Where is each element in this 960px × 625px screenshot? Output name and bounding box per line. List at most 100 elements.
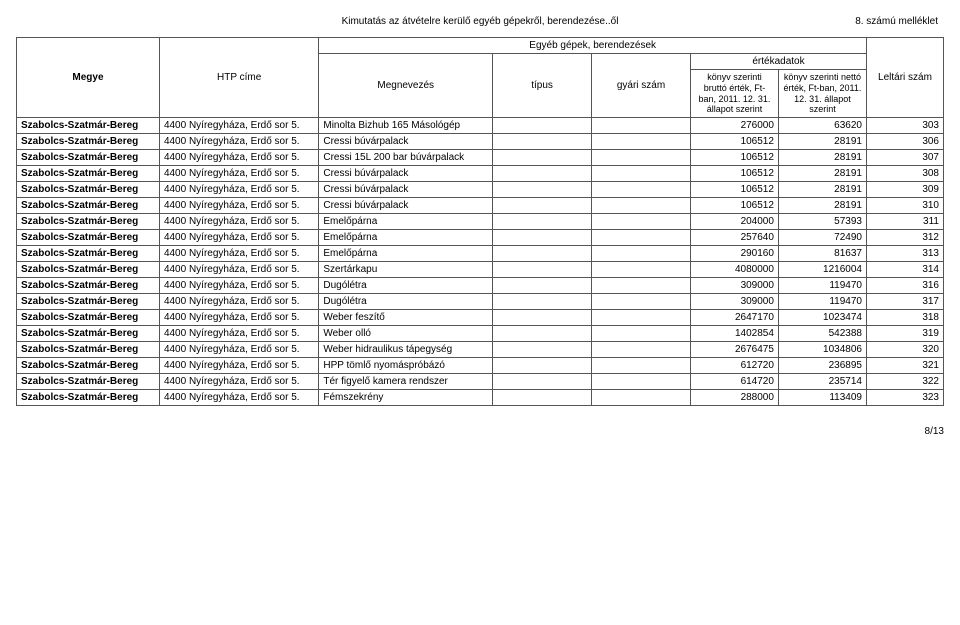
- cell-megye: Szabolcs-Szatmár-Bereg: [17, 294, 160, 310]
- table-row: Szabolcs-Szatmár-Bereg4400 Nyíregyháza, …: [17, 358, 944, 374]
- cell-lelt: 318: [866, 310, 943, 326]
- cell-htp: 4400 Nyíregyháza, Erdő sor 5.: [159, 390, 318, 406]
- cell-netto: 57393: [778, 214, 866, 230]
- cell-megn: Weber feszítő: [319, 310, 493, 326]
- cell-megye: Szabolcs-Szatmár-Bereg: [17, 374, 160, 390]
- cell-netto: 1216004: [778, 262, 866, 278]
- cell-tipus: [493, 230, 592, 246]
- table-row: Szabolcs-Szatmár-Bereg4400 Nyíregyháza, …: [17, 166, 944, 182]
- cell-brutto: 614720: [690, 374, 778, 390]
- cell-tipus: [493, 390, 592, 406]
- cell-htp: 4400 Nyíregyháza, Erdő sor 5.: [159, 230, 318, 246]
- cell-tipus: [493, 374, 592, 390]
- cell-tipus: [493, 118, 592, 134]
- cell-gyari: [592, 182, 691, 198]
- page-header: Kimutatás az átvételre kerülő egyéb gépe…: [16, 16, 944, 27]
- cell-tipus: [493, 182, 592, 198]
- cell-megye: Szabolcs-Szatmár-Bereg: [17, 326, 160, 342]
- cell-brutto: 2647170: [690, 310, 778, 326]
- cell-netto: 81637: [778, 246, 866, 262]
- cell-gyari: [592, 374, 691, 390]
- cell-megn: Cressi búvárpalack: [319, 198, 493, 214]
- cell-tipus: [493, 310, 592, 326]
- cell-htp: 4400 Nyíregyháza, Erdő sor 5.: [159, 342, 318, 358]
- cell-megn: HPP tömlő nyomáspróbázó: [319, 358, 493, 374]
- th-gyari: gyári szám: [592, 54, 691, 118]
- cell-htp: 4400 Nyíregyháza, Erdő sor 5.: [159, 134, 318, 150]
- cell-htp: 4400 Nyíregyháza, Erdő sor 5.: [159, 358, 318, 374]
- attachment-label: 8. számú melléklet: [818, 16, 938, 27]
- cell-netto: 1034806: [778, 342, 866, 358]
- cell-gyari: [592, 310, 691, 326]
- cell-megye: Szabolcs-Szatmár-Bereg: [17, 262, 160, 278]
- cell-megn: Emelőpárna: [319, 230, 493, 246]
- cell-brutto: 288000: [690, 390, 778, 406]
- cell-netto: 28191: [778, 134, 866, 150]
- cell-megn: Cressi búvárpalack: [319, 182, 493, 198]
- cell-lelt: 310: [866, 198, 943, 214]
- cell-netto: 113409: [778, 390, 866, 406]
- cell-gyari: [592, 214, 691, 230]
- cell-gyari: [592, 294, 691, 310]
- th-egyeb: Egyéb gépek, berendezések: [319, 38, 867, 54]
- cell-megye: Szabolcs-Szatmár-Bereg: [17, 166, 160, 182]
- cell-gyari: [592, 134, 691, 150]
- cell-megn: Dugólétra: [319, 294, 493, 310]
- cell-htp: 4400 Nyíregyháza, Erdő sor 5.: [159, 166, 318, 182]
- cell-megye: Szabolcs-Szatmár-Bereg: [17, 246, 160, 262]
- cell-htp: 4400 Nyíregyháza, Erdő sor 5.: [159, 326, 318, 342]
- cell-brutto: 106512: [690, 182, 778, 198]
- cell-htp: 4400 Nyíregyháza, Erdő sor 5.: [159, 374, 318, 390]
- cell-tipus: [493, 150, 592, 166]
- table-row: Szabolcs-Szatmár-Bereg4400 Nyíregyháza, …: [17, 198, 944, 214]
- th-megnevezes: Megnevezés: [319, 54, 493, 118]
- cell-megn: Weber hidraulikus tápegység: [319, 342, 493, 358]
- cell-netto: 63620: [778, 118, 866, 134]
- cell-gyari: [592, 166, 691, 182]
- cell-netto: 119470: [778, 294, 866, 310]
- cell-megye: Szabolcs-Szatmár-Bereg: [17, 278, 160, 294]
- cell-megn: Cressi búvárpalack: [319, 166, 493, 182]
- cell-lelt: 311: [866, 214, 943, 230]
- cell-megye: Szabolcs-Szatmár-Bereg: [17, 358, 160, 374]
- cell-netto: 235714: [778, 374, 866, 390]
- cell-megn: Cressi 15L 200 bar búvárpalack: [319, 150, 493, 166]
- cell-netto: 236895: [778, 358, 866, 374]
- cell-tipus: [493, 326, 592, 342]
- cell-lelt: 319: [866, 326, 943, 342]
- cell-megye: Szabolcs-Szatmár-Bereg: [17, 390, 160, 406]
- cell-gyari: [592, 358, 691, 374]
- cell-megn: Emelőpárna: [319, 246, 493, 262]
- cell-brutto: 106512: [690, 198, 778, 214]
- th-brutto: könyv szerinti bruttó érték, Ft-ban, 201…: [690, 70, 778, 118]
- cell-htp: 4400 Nyíregyháza, Erdő sor 5.: [159, 262, 318, 278]
- table-row: Szabolcs-Szatmár-Bereg4400 Nyíregyháza, …: [17, 262, 944, 278]
- cell-tipus: [493, 246, 592, 262]
- table-row: Szabolcs-Szatmár-Bereg4400 Nyíregyháza, …: [17, 278, 944, 294]
- cell-htp: 4400 Nyíregyháza, Erdő sor 5.: [159, 118, 318, 134]
- cell-netto: 119470: [778, 278, 866, 294]
- cell-htp: 4400 Nyíregyháza, Erdő sor 5.: [159, 150, 318, 166]
- cell-gyari: [592, 262, 691, 278]
- cell-brutto: 106512: [690, 150, 778, 166]
- page-footer: 8/13: [16, 426, 944, 437]
- table-row: Szabolcs-Szatmár-Bereg4400 Nyíregyháza, …: [17, 134, 944, 150]
- cell-brutto: 309000: [690, 278, 778, 294]
- table-row: Szabolcs-Szatmár-Bereg4400 Nyíregyháza, …: [17, 390, 944, 406]
- cell-lelt: 322: [866, 374, 943, 390]
- cell-megn: Minolta Bizhub 165 Másológép: [319, 118, 493, 134]
- cell-tipus: [493, 342, 592, 358]
- cell-lelt: 323: [866, 390, 943, 406]
- th-netto: könyv szerinti nettó érték, Ft-ban, 2011…: [778, 70, 866, 118]
- cell-htp: 4400 Nyíregyháza, Erdő sor 5.: [159, 182, 318, 198]
- cell-gyari: [592, 198, 691, 214]
- cell-megn: Cressi búvárpalack: [319, 134, 493, 150]
- page-title: Kimutatás az átvételre kerülő egyéb gépe…: [142, 16, 818, 27]
- cell-megye: Szabolcs-Szatmár-Bereg: [17, 182, 160, 198]
- cell-gyari: [592, 118, 691, 134]
- cell-lelt: 316: [866, 278, 943, 294]
- cell-tipus: [493, 214, 592, 230]
- cell-brutto: 612720: [690, 358, 778, 374]
- cell-htp: 4400 Nyíregyháza, Erdő sor 5.: [159, 294, 318, 310]
- cell-htp: 4400 Nyíregyháza, Erdő sor 5.: [159, 246, 318, 262]
